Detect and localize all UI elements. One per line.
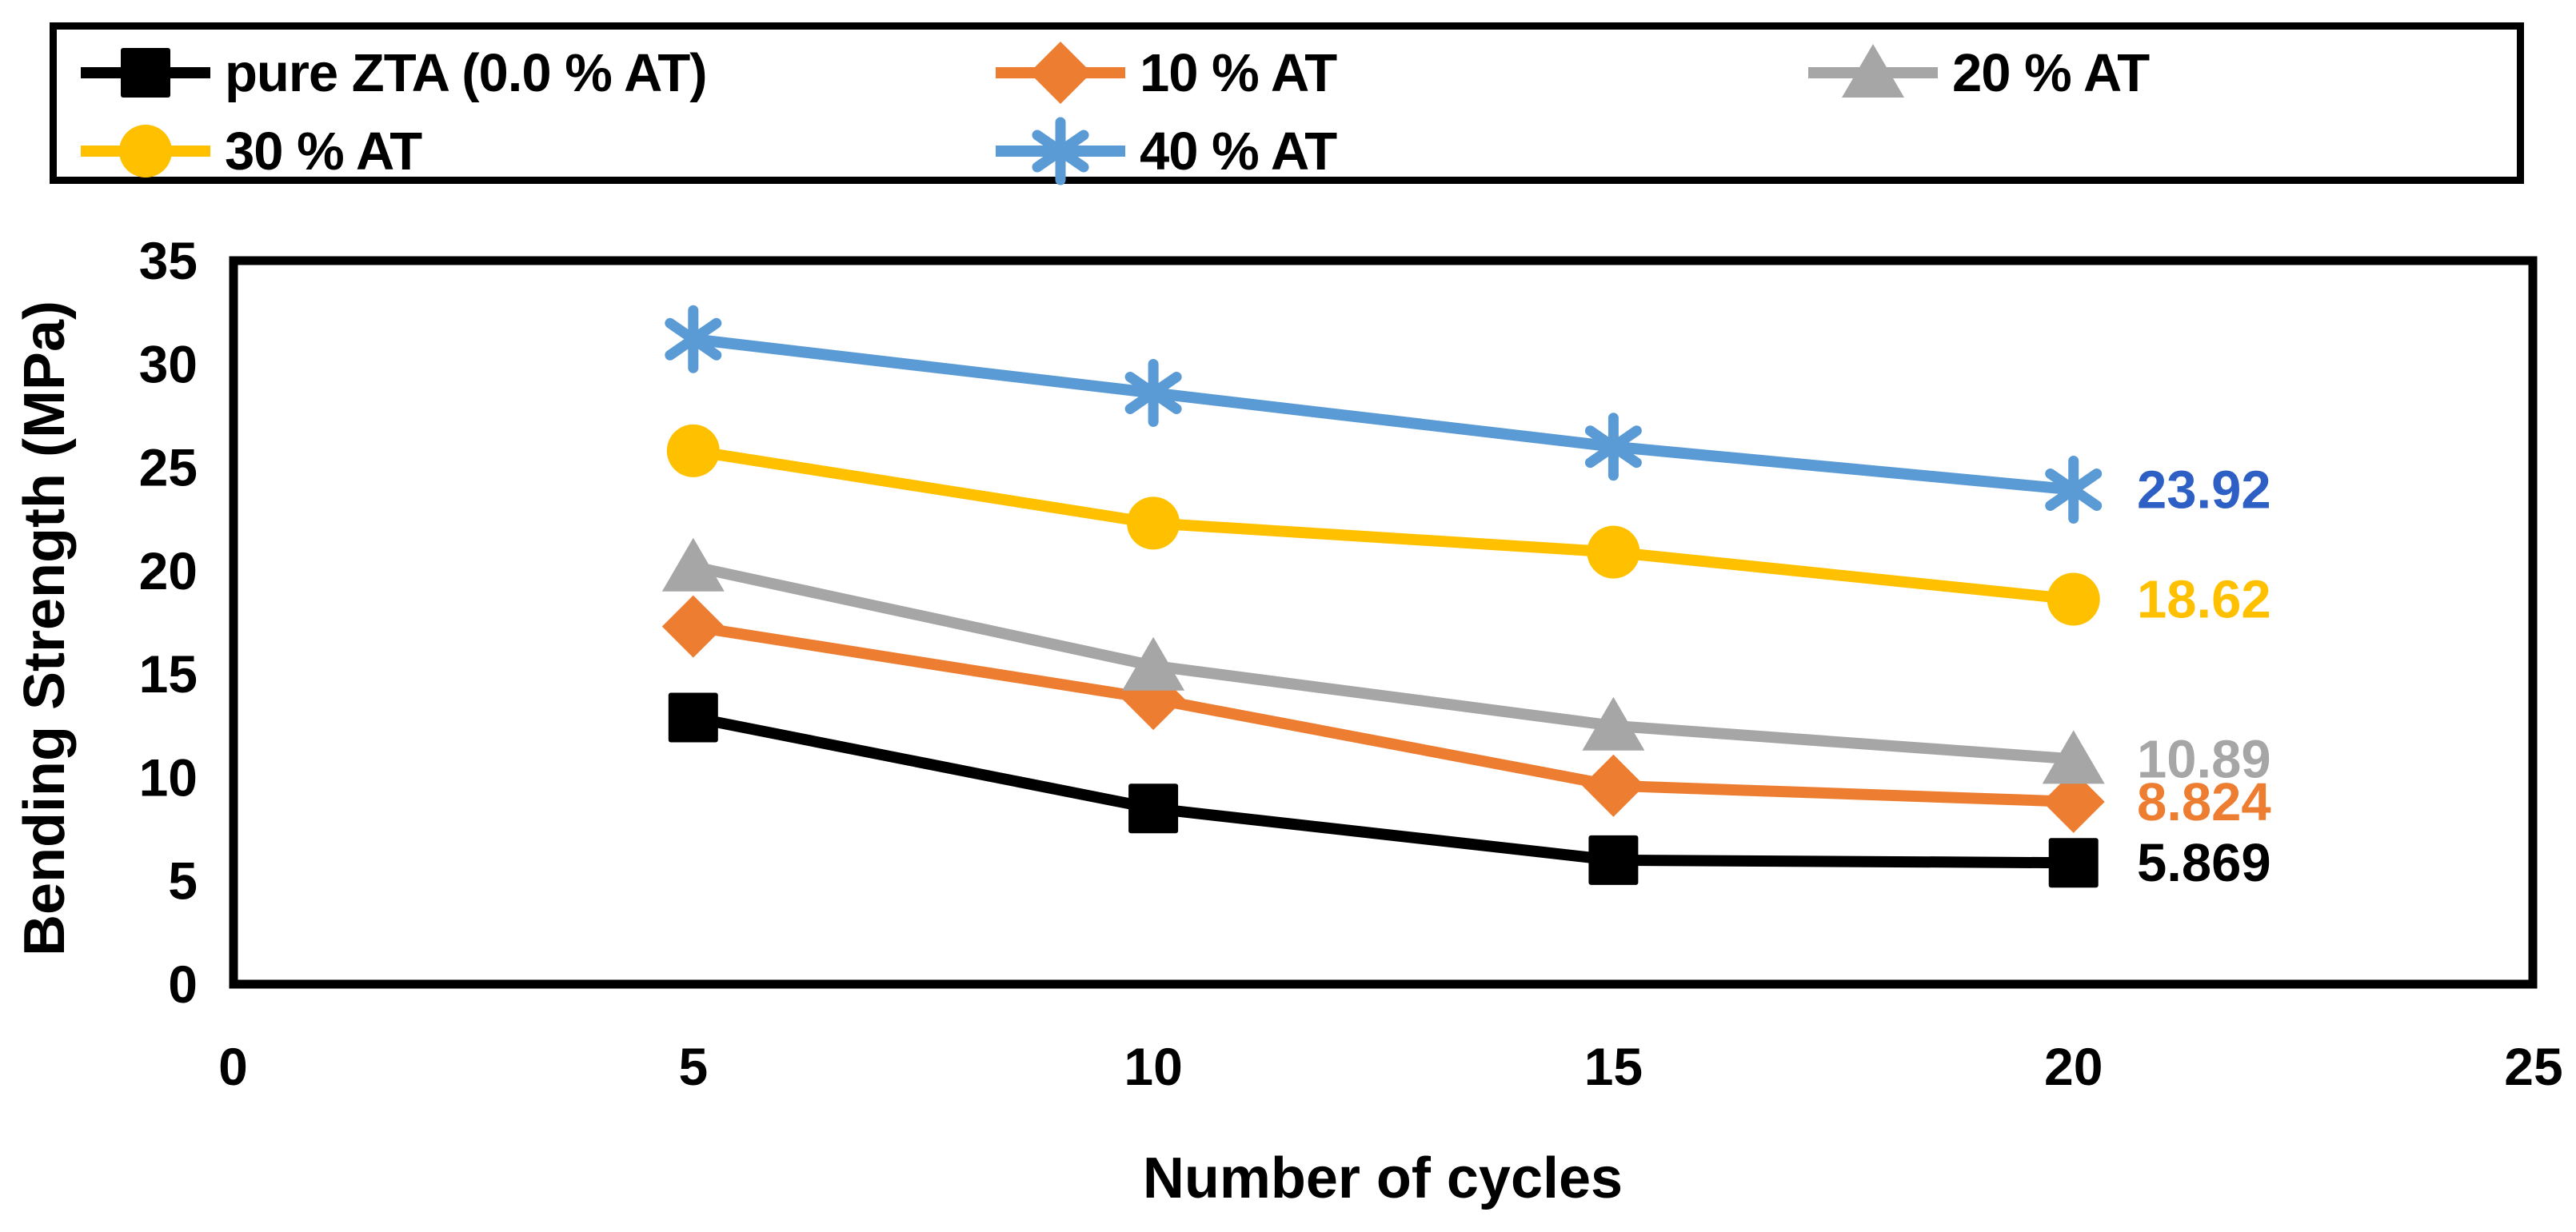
y-tick-label-25: 25 [139,438,198,497]
legend-item-20-percent-at: 20 % AT [1805,34,2150,111]
legend-label-30-percent-at: 30 % AT [225,121,422,181]
legend-label-pure-zta-0-0-percent-at: pure ZTA (0.0 % AT) [225,42,708,103]
x-tick-label-10: 10 [1124,1037,1182,1096]
square-legend-marker-icon [81,48,210,98]
legend-item-30-percent-at: 30 % AT [78,113,422,189]
x-tick-label-5: 5 [678,1037,708,1096]
x-axis-title: Number of cycles [1143,1146,1623,1210]
star6-marker-40-percent-at-x10 [1124,358,1182,427]
plot-area-border [229,256,2538,989]
chart-legend: pure ZTA (0.0 % AT) 10 % AT 20 % AT 30 % AT… [50,22,2524,185]
square-marker-pure-zta-0-0-percent-at-x10 [1128,783,1179,834]
diamond-icon [1029,42,1092,104]
legend-label-40-percent-at: 40 % AT [1140,121,1337,181]
square-marker-pure-zta-0-0-percent-at-x5 [668,692,718,743]
legend-item-40-percent-at: 40 % AT [992,113,1337,189]
star6-marker-40-percent-at-x5 [665,305,722,373]
circle-marker-30-percent-at-x10 [1127,496,1180,550]
square-marker-pure-zta-0-0-percent-at-x15 [1588,835,1639,885]
y-tick-label-10: 10 [139,748,198,807]
diamond-marker-10-percent-at-x15 [1582,754,1645,817]
end-data-label-pure-zta-0-0-percent-at: 5.869 [2137,833,2271,893]
y-axis-title: Bending Strength (MPa) [13,301,77,956]
circle-legend-marker-icon [81,125,210,177]
circle-marker-30-percent-at-x20 [2047,572,2100,626]
diamond-marker-10-percent-at-x5 [661,595,725,658]
x-tick-label-15: 15 [1584,1037,1643,1096]
triangle-marker-20-percent-at-x15 [1582,696,1645,751]
star6-legend-marker-icon [996,117,1125,185]
end-data-label-20-percent-at: 10.89 [2137,729,2271,789]
series-line-30-percent-at [692,445,2075,605]
star6-marker-40-percent-at-x20 [2045,456,2103,524]
legend-item-pure-zta-0-0-percent-at: pure ZTA (0.0 % AT) [78,34,708,111]
x-tick-label-0: 0 [218,1037,248,1096]
legend-item-10-percent-at: 10 % AT [992,34,1337,111]
series-line-10-percent-at [692,620,2074,807]
legend-label-20-percent-at: 20 % AT [1952,42,2150,103]
triangle-marker-20-percent-at-x20 [2042,730,2105,784]
end-data-label-40-percent-at: 23.92 [2137,461,2271,520]
triangle-icon [1842,44,1904,98]
triangle-marker-20-percent-at-x10 [1122,636,1185,691]
circle-icon [119,125,172,177]
x-tick-label-20: 20 [2044,1037,2103,1096]
series-line-pure-zta-0-0-percent-at [692,712,2074,869]
square-marker-pure-zta-0-0-percent-at-x20 [2048,838,2099,888]
circle-marker-30-percent-at-x5 [666,424,720,477]
star6-marker-40-percent-at-x15 [1584,413,1642,481]
y-tick-label-0: 0 [168,955,198,1014]
legend-label-10-percent-at: 10 % AT [1140,42,1337,103]
series-line-20-percent-at [692,560,2075,765]
circle-marker-30-percent-at-x15 [1587,525,1640,579]
square-icon [121,48,170,98]
y-tick-label-30: 30 [139,334,198,393]
triangle-legend-marker-icon [1808,44,1938,98]
triangle-marker-20-percent-at-x5 [661,537,725,592]
y-tick-label-35: 35 [139,231,198,290]
diamond-marker-10-percent-at-x20 [2042,770,2105,833]
y-tick-label-15: 15 [139,644,198,704]
end-data-label-10-percent-at: 8.824 [2137,772,2271,832]
y-tick-label-20: 20 [139,541,198,600]
y-tick-label-5: 5 [168,851,198,911]
end-data-label-30-percent-at: 18.62 [2137,570,2271,630]
star6-icon [1032,117,1089,185]
x-tick-label-25: 25 [2504,1037,2562,1096]
diamond-legend-marker-icon [996,42,1125,104]
series-line-40-percent-at [692,333,2075,496]
